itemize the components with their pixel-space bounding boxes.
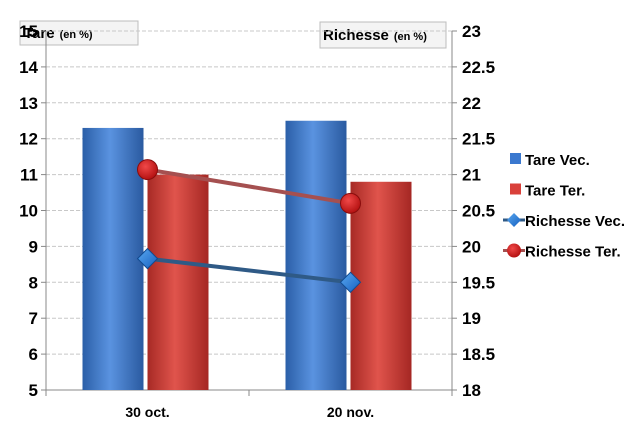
left-tick-label: 5 (29, 381, 38, 400)
left-axis-title-main: Tare (24, 25, 55, 42)
x-tick-label: 30 oct. (125, 404, 169, 420)
left-tick-label: 13 (19, 94, 38, 113)
bar-tare-ter (147, 174, 209, 390)
x-tick-label: 20 nov. (327, 404, 374, 420)
legend-item-tare-vec: Tare Vec. (510, 152, 590, 169)
marker-richesse-vec (136, 247, 159, 270)
legend-item-tare-ter: Tare Ter. (510, 183, 585, 200)
line-richesse-ter (145, 167, 353, 206)
right-tick-label: 21.5 (462, 130, 495, 149)
right-tick-label: 19 (462, 309, 481, 328)
legend-label: Tare Ter. (525, 183, 585, 200)
legend-label: Richesse Vec. (525, 213, 625, 230)
left-tick-label: 12 (19, 130, 38, 149)
left-tick-label: 7 (29, 309, 38, 328)
legend-label: Tare Vec. (525, 152, 590, 169)
left-tick-label: 15 (19, 22, 38, 41)
left-tick-label: 11 (20, 166, 38, 185)
right-axis-title-main: Richesse (323, 27, 389, 44)
right-axis-title: Richesse (en %) (319, 21, 447, 49)
right-tick-label: 20 (462, 237, 481, 256)
legend-swatch (510, 153, 521, 164)
marker-richesse-ter (340, 192, 361, 214)
legend-item-richesse-vec: Richesse Vec. (503, 213, 625, 230)
svg-text:Tare(en %): Tare (en %) (24, 25, 93, 42)
bar-tare-vec (285, 120, 347, 390)
left-axis-title-unit: (en %) (60, 29, 93, 41)
right-tick-label: 23 (462, 22, 481, 41)
left-tick-label: 8 (29, 273, 38, 292)
legend-item-richesse-ter: Richesse Ter. (503, 243, 621, 261)
bar-tare-vec (82, 127, 144, 391)
left-tick-label: 10 (19, 202, 38, 221)
left-axis-title: Tare (en %) (19, 20, 139, 46)
right-tick-label: 19.5 (462, 273, 495, 292)
right-tick-label: 22 (462, 94, 481, 113)
line-richesse-vec (145, 256, 353, 285)
marker-richesse-vec (339, 271, 362, 294)
legend-swatch (510, 183, 521, 195)
bar-tare-ter (350, 181, 412, 390)
left-tick-label: 9 (29, 237, 38, 256)
left-tick-label: 6 (29, 345, 38, 364)
right-tick-label: 22.5 (462, 58, 495, 77)
marker-richesse-ter (137, 159, 158, 181)
legend-marker (507, 213, 521, 227)
legend-label: Richesse Ter. (525, 244, 621, 261)
legend-marker (507, 243, 521, 258)
right-tick-label: 18.5 (462, 345, 495, 364)
right-tick-label: 18 (462, 381, 481, 400)
right-tick-label: 21 (462, 166, 481, 185)
left-tick-label: 14 (19, 58, 38, 77)
right-axis-title-unit: (en %) (394, 31, 427, 43)
right-tick-label: 20.5 (462, 202, 495, 221)
